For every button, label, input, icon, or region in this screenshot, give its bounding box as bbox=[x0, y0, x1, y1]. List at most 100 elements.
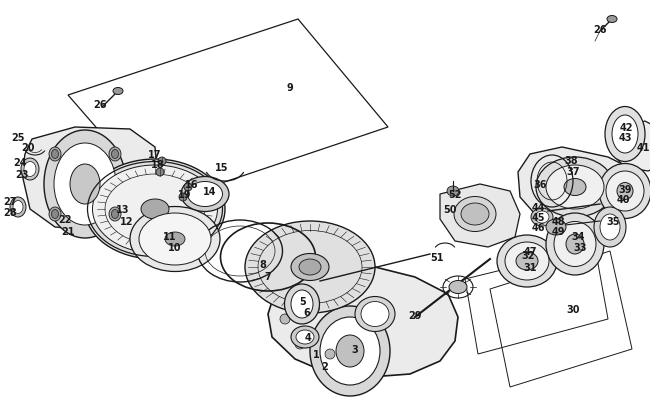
Text: 8: 8 bbox=[259, 259, 266, 269]
Text: 40: 40 bbox=[616, 194, 630, 205]
Ellipse shape bbox=[607, 17, 617, 23]
Ellipse shape bbox=[280, 314, 290, 324]
Ellipse shape bbox=[594, 207, 626, 247]
Ellipse shape bbox=[566, 234, 584, 254]
Text: 2: 2 bbox=[322, 361, 328, 371]
Text: 46: 46 bbox=[531, 222, 545, 232]
Ellipse shape bbox=[546, 166, 604, 209]
Ellipse shape bbox=[554, 222, 596, 267]
Polygon shape bbox=[612, 122, 650, 172]
Text: 10: 10 bbox=[168, 243, 182, 252]
Ellipse shape bbox=[605, 107, 645, 162]
Text: 3: 3 bbox=[352, 344, 358, 354]
Text: 11: 11 bbox=[163, 231, 177, 241]
Text: 45: 45 bbox=[531, 213, 545, 222]
Text: 28: 28 bbox=[3, 207, 17, 217]
Ellipse shape bbox=[336, 335, 364, 367]
Ellipse shape bbox=[299, 259, 321, 275]
Text: 50: 50 bbox=[443, 205, 457, 215]
Ellipse shape bbox=[546, 220, 566, 235]
Ellipse shape bbox=[325, 349, 335, 359]
Ellipse shape bbox=[113, 88, 123, 95]
Text: 7: 7 bbox=[265, 271, 272, 281]
Text: 27: 27 bbox=[3, 196, 17, 207]
Ellipse shape bbox=[109, 207, 121, 222]
Ellipse shape bbox=[361, 302, 389, 327]
Ellipse shape bbox=[179, 194, 187, 202]
Ellipse shape bbox=[320, 317, 380, 385]
Text: 43: 43 bbox=[618, 133, 632, 143]
Polygon shape bbox=[22, 128, 160, 231]
Ellipse shape bbox=[564, 179, 586, 196]
Ellipse shape bbox=[617, 183, 633, 200]
Text: 31: 31 bbox=[523, 262, 537, 272]
Ellipse shape bbox=[454, 197, 496, 232]
Ellipse shape bbox=[24, 162, 36, 177]
Polygon shape bbox=[518, 148, 640, 224]
Ellipse shape bbox=[10, 198, 26, 217]
Ellipse shape bbox=[497, 235, 557, 287]
Ellipse shape bbox=[291, 290, 313, 318]
Text: 32: 32 bbox=[521, 250, 535, 260]
Ellipse shape bbox=[536, 158, 614, 217]
Ellipse shape bbox=[92, 166, 218, 254]
Text: 26: 26 bbox=[93, 100, 107, 110]
Text: 41: 41 bbox=[636, 143, 650, 153]
Text: 38: 38 bbox=[564, 156, 578, 166]
Ellipse shape bbox=[141, 200, 169, 220]
Ellipse shape bbox=[112, 150, 118, 159]
Ellipse shape bbox=[165, 232, 185, 246]
Ellipse shape bbox=[546, 213, 604, 275]
Ellipse shape bbox=[606, 172, 644, 211]
Text: 37: 37 bbox=[566, 166, 580, 177]
Text: 33: 33 bbox=[573, 243, 587, 252]
Text: 51: 51 bbox=[430, 252, 444, 262]
Ellipse shape bbox=[285, 284, 320, 324]
Text: 17: 17 bbox=[148, 149, 162, 160]
Ellipse shape bbox=[187, 182, 222, 207]
Ellipse shape bbox=[531, 209, 553, 226]
Text: 30: 30 bbox=[566, 304, 580, 314]
Ellipse shape bbox=[184, 183, 192, 192]
Ellipse shape bbox=[13, 201, 23, 214]
Text: 14: 14 bbox=[203, 187, 216, 196]
Ellipse shape bbox=[21, 159, 39, 181]
Ellipse shape bbox=[612, 116, 638, 153]
Text: 22: 22 bbox=[58, 215, 72, 224]
Text: 29: 29 bbox=[408, 310, 422, 320]
Text: 18: 18 bbox=[151, 160, 165, 170]
Text: 49: 49 bbox=[551, 226, 565, 237]
Text: 12: 12 bbox=[120, 216, 134, 226]
Ellipse shape bbox=[54, 144, 116, 226]
Ellipse shape bbox=[158, 158, 166, 166]
Ellipse shape bbox=[109, 148, 121, 162]
Text: 6: 6 bbox=[304, 307, 311, 317]
Text: 48: 48 bbox=[551, 216, 565, 226]
Ellipse shape bbox=[535, 211, 549, 224]
Ellipse shape bbox=[600, 215, 620, 241]
Text: 1: 1 bbox=[313, 349, 319, 359]
Text: 24: 24 bbox=[13, 158, 27, 168]
Text: 39: 39 bbox=[618, 185, 632, 194]
Text: 5: 5 bbox=[300, 296, 306, 306]
Ellipse shape bbox=[181, 177, 229, 212]
Ellipse shape bbox=[130, 207, 220, 272]
Ellipse shape bbox=[355, 297, 395, 332]
Ellipse shape bbox=[310, 306, 390, 396]
Text: 9: 9 bbox=[287, 83, 293, 93]
Ellipse shape bbox=[291, 326, 319, 348]
Text: 26: 26 bbox=[593, 25, 606, 35]
Ellipse shape bbox=[70, 164, 100, 205]
Text: 21: 21 bbox=[61, 226, 75, 237]
Text: 23: 23 bbox=[15, 170, 29, 179]
Ellipse shape bbox=[447, 187, 459, 196]
Text: 44: 44 bbox=[531, 202, 545, 213]
Text: 16: 16 bbox=[185, 179, 199, 190]
Text: 35: 35 bbox=[606, 216, 619, 226]
Text: 34: 34 bbox=[571, 231, 585, 241]
Ellipse shape bbox=[296, 330, 314, 344]
Ellipse shape bbox=[112, 210, 118, 219]
Text: 25: 25 bbox=[11, 133, 25, 143]
Ellipse shape bbox=[139, 213, 211, 265]
Ellipse shape bbox=[156, 168, 164, 177]
